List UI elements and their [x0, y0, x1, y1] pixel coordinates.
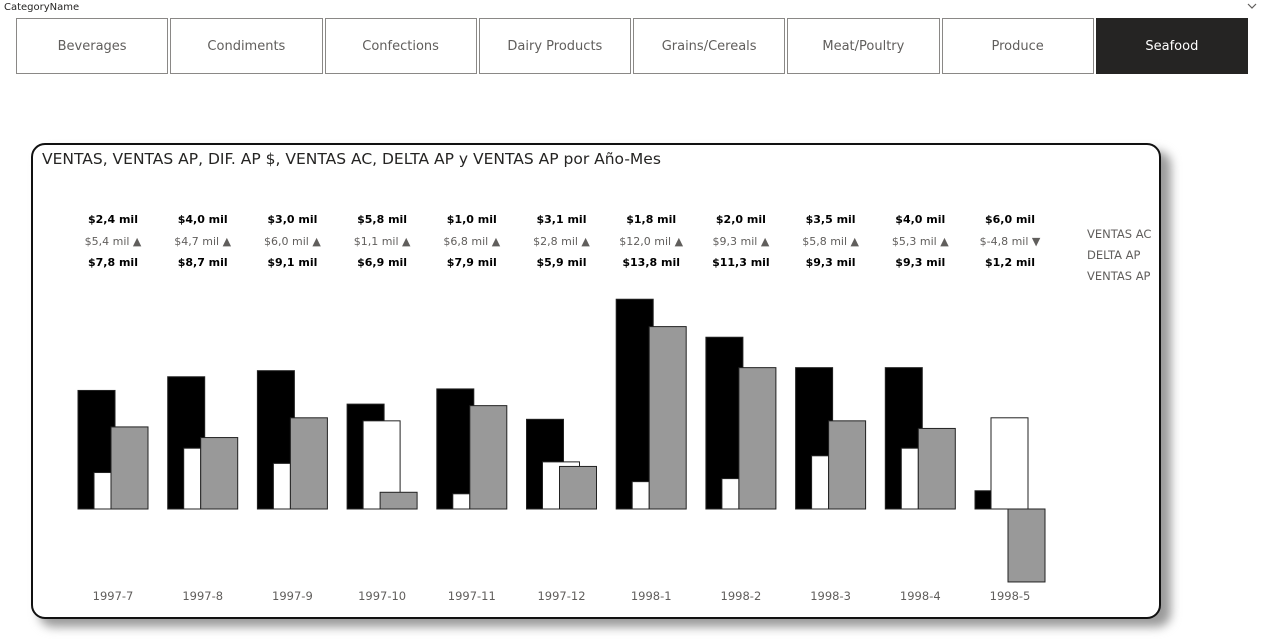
- x-tick-label: 1997-12: [537, 589, 585, 603]
- ventas-ap-bar[interactable]: [469, 405, 508, 510]
- data-label-delta-ap: $5,3 mil ▲: [892, 235, 949, 248]
- data-label-delta-ap: $5,8 mil ▲: [802, 235, 859, 248]
- data-label-delta-ap: $1,1 mil ▲: [354, 235, 411, 248]
- data-label-delta-ap: $4,7 mil ▲: [174, 235, 231, 248]
- ventas-ap-bar[interactable]: [289, 417, 328, 510]
- ventas-ap-bar[interactable]: [200, 437, 239, 510]
- data-label-dif-ap: $3,1 mil: [537, 213, 587, 226]
- data-label-delta-ap: $9,3 mil ▲: [713, 235, 770, 248]
- slicer-tile[interactable]: Meat/Poultry: [787, 18, 940, 74]
- slicer-tile[interactable]: Produce: [941, 18, 1094, 74]
- slicer-tile[interactable]: Dairy Products: [478, 18, 631, 74]
- x-tick-label: 1998-1: [631, 589, 672, 603]
- data-label-dif-ap: $3,5 mil: [806, 213, 856, 226]
- data-label-delta-ap: $5,4 mil ▲: [85, 235, 142, 248]
- x-tick-label: 1997-10: [358, 589, 406, 603]
- slicer-title: CategoryName: [4, 2, 80, 13]
- data-label-dif-ap: $2,0 mil: [716, 213, 766, 226]
- dif-ap-bar[interactable]: [631, 481, 650, 510]
- data-label-ventas: $11,3 mil: [712, 256, 770, 269]
- dif-ap-bar[interactable]: [721, 478, 740, 510]
- data-label-ventas: $13,8 mil: [622, 256, 680, 269]
- data-label-dif-ap: $1,8 mil: [626, 213, 676, 226]
- x-tick-label: 1998-3: [810, 589, 851, 603]
- data-label-dif-ap: $5,8 mil: [357, 213, 407, 226]
- ventas-ap-bar[interactable]: [559, 465, 597, 510]
- slicer-tile[interactable]: Condiments: [170, 18, 323, 74]
- dif-ap-bar[interactable]: [183, 447, 202, 510]
- data-label-ventas: $1,2 mil: [985, 256, 1035, 269]
- ventas-ap-bar[interactable]: [828, 420, 867, 510]
- data-label-dif-ap: $6,0 mil: [985, 213, 1035, 226]
- data-label-ventas: $7,8 mil: [88, 256, 138, 269]
- x-tick-label: 1997-11: [448, 589, 496, 603]
- data-label-ventas: $5,9 mil: [537, 256, 587, 269]
- ventas-ap-bar[interactable]: [648, 326, 687, 510]
- legend-item: VENTAS AC: [1087, 227, 1151, 241]
- x-tick-label: 1998-2: [721, 589, 762, 603]
- ventas-bar[interactable]: [615, 298, 654, 510]
- data-label-delta-ap: $-4,8 mil ▼: [980, 235, 1041, 248]
- ventas-ap-bar[interactable]: [917, 427, 956, 510]
- dif-ap-bar[interactable]: [811, 455, 830, 510]
- chevron-down-icon[interactable]: [1246, 0, 1258, 12]
- chart-title: VENTAS, VENTAS AP, DIF. AP $, VENTAS AC,…: [42, 150, 661, 168]
- x-tick-label: 1997-9: [272, 589, 313, 603]
- ventas-ap-bar[interactable]: [1007, 508, 1046, 583]
- data-label-ventas: $6,9 mil: [357, 256, 407, 269]
- x-tick-label: 1997-8: [182, 589, 223, 603]
- data-label-ventas: $9,3 mil: [895, 256, 945, 269]
- dif-ap-bar[interactable]: [990, 417, 1029, 510]
- data-label-ventas: $9,3 mil: [806, 256, 856, 269]
- ventas-bar[interactable]: [436, 388, 475, 510]
- chart-card: [31, 143, 1161, 619]
- ventas-ap-bar[interactable]: [379, 491, 418, 510]
- data-label-ventas: $9,1 mil: [267, 256, 317, 269]
- data-label-delta-ap: $12,0 mil ▲: [619, 235, 683, 248]
- data-label-dif-ap: $4,0 mil: [895, 213, 945, 226]
- slicer-tile[interactable]: Grains/Cereals: [633, 18, 786, 74]
- data-label-delta-ap: $6,8 mil ▲: [443, 235, 500, 248]
- dif-ap-bar[interactable]: [452, 493, 471, 510]
- ventas-ap-bar[interactable]: [738, 367, 777, 510]
- data-label-ventas: $7,9 mil: [447, 256, 497, 269]
- data-label-dif-ap: $3,0 mil: [267, 213, 317, 226]
- data-label-delta-ap: $2,8 mil ▲: [533, 235, 590, 248]
- legend-item: VENTAS AP: [1087, 269, 1151, 283]
- category-slicer: Beverages Condiments Confections Dairy Prod…: [16, 18, 1248, 74]
- slicer-tile[interactable]: Beverages: [16, 18, 169, 74]
- x-tick-label: 1997-7: [93, 589, 134, 603]
- x-tick-label: 1998-5: [990, 589, 1031, 603]
- dif-ap-bar[interactable]: [900, 447, 919, 510]
- legend-item: DELTA AP: [1087, 248, 1140, 262]
- ventas-ap-bar[interactable]: [110, 426, 149, 510]
- dif-ap-bar[interactable]: [272, 462, 291, 510]
- data-label-dif-ap: $1,0 mil: [447, 213, 497, 226]
- slicer-tile[interactable]: Seafood: [1095, 18, 1248, 74]
- slicer-tile[interactable]: Confections: [324, 18, 477, 74]
- data-label-dif-ap: $4,0 mil: [178, 213, 228, 226]
- x-tick-label: 1998-4: [900, 589, 941, 603]
- data-label-ventas: $8,7 mil: [178, 256, 228, 269]
- data-label-delta-ap: $6,0 mil ▲: [264, 235, 321, 248]
- data-label-dif-ap: $2,4 mil: [88, 213, 138, 226]
- dif-ap-bar[interactable]: [93, 472, 112, 510]
